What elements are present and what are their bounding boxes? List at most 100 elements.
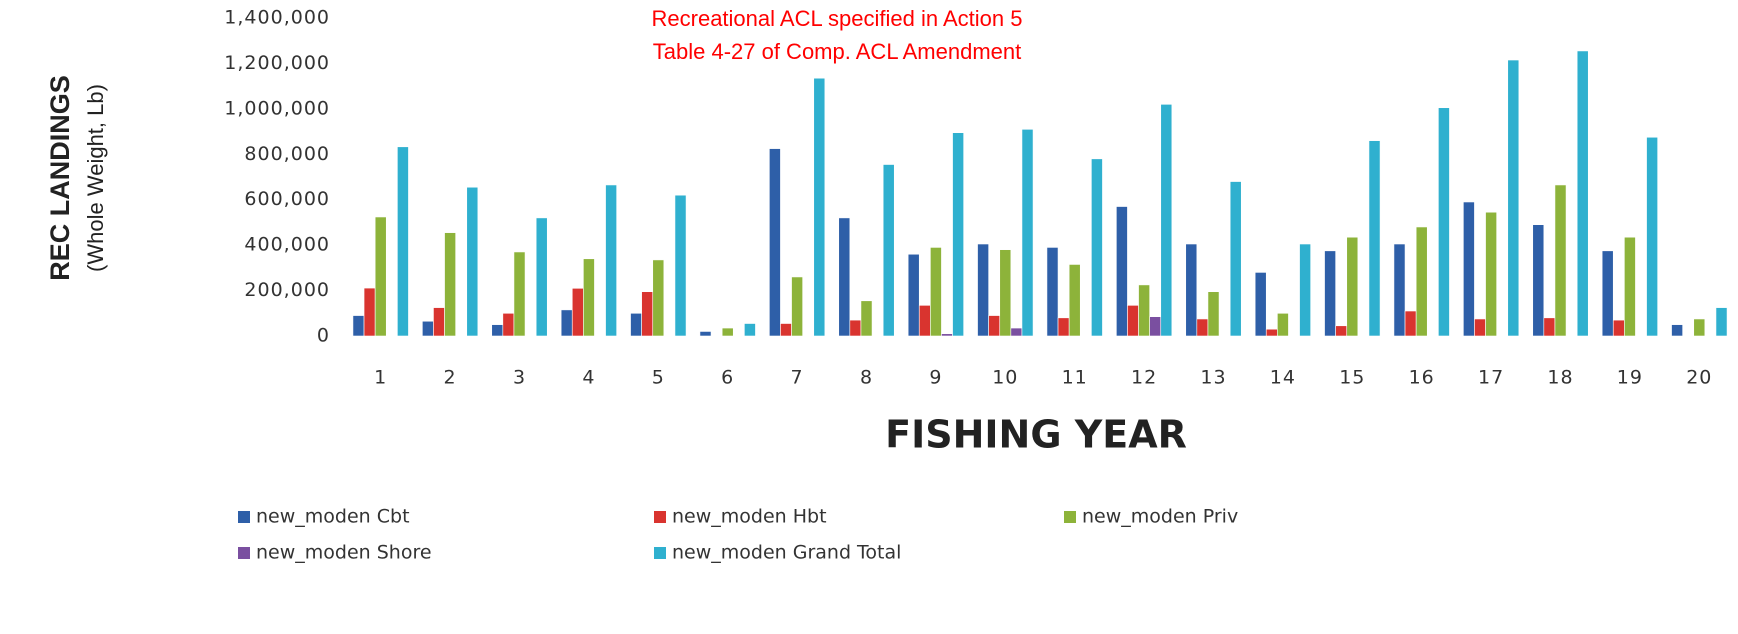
- bar: [1715, 307, 1728, 337]
- x-tick-label: 3: [513, 367, 526, 389]
- y-axis-title: REC LANDINGS: [45, 75, 75, 281]
- bar: [652, 259, 665, 337]
- bar: [699, 331, 712, 337]
- x-tick-label: 12: [1131, 367, 1157, 389]
- bar: [791, 276, 803, 337]
- bar: [1438, 107, 1450, 337]
- x-tick-label: 17: [1478, 367, 1504, 389]
- x-tick-label: 2: [444, 367, 457, 389]
- y-tick-label: 1,400,000: [224, 7, 330, 29]
- bar: [1368, 140, 1381, 337]
- annotation: Table 4-27 of Comp. ACL Amendment: [653, 39, 1022, 64]
- bar: [1554, 184, 1567, 337]
- bar: [1507, 59, 1520, 337]
- bar: [560, 309, 573, 337]
- x-tick-label: 20: [1686, 367, 1712, 389]
- legend-label: new_moden Grand Total: [672, 542, 901, 564]
- bar: [422, 320, 434, 337]
- bar: [1543, 317, 1556, 337]
- bar: [1415, 226, 1428, 337]
- bar: [1299, 243, 1311, 337]
- legend-label: new_moden Shore: [256, 542, 432, 564]
- bar: [1346, 236, 1359, 337]
- bar: [491, 324, 504, 337]
- bar: [1196, 318, 1209, 337]
- bar: [988, 315, 1001, 337]
- bar: [502, 312, 515, 337]
- bar: [780, 323, 792, 337]
- legend-label: new_moden Priv: [1082, 506, 1238, 528]
- annotation: Recreational ACL specified in Action 5: [652, 6, 1023, 31]
- legend-label: new_moden Cbt: [256, 506, 410, 528]
- bar: [1624, 236, 1636, 337]
- bar: [882, 164, 895, 337]
- bar: [466, 186, 479, 337]
- y-tick-label: 400,000: [244, 234, 330, 256]
- bar: [1265, 328, 1278, 337]
- bar: [1021, 129, 1034, 337]
- y-tick-label: 1,200,000: [224, 52, 330, 74]
- bar: [433, 307, 445, 337]
- bar: [1127, 305, 1139, 337]
- bar: [1646, 136, 1658, 337]
- bar: [1601, 250, 1614, 337]
- x-tick-label: 18: [1547, 367, 1573, 389]
- bar: [721, 327, 734, 337]
- bar: [1277, 312, 1289, 337]
- bar: [907, 253, 920, 337]
- y-axis-subtitle: (Whole Weight, Lb): [83, 84, 108, 272]
- y-tick-label: 600,000: [244, 188, 330, 210]
- bar: [838, 217, 851, 337]
- x-tick-label: 4: [582, 367, 595, 389]
- bar: [977, 243, 989, 337]
- bar: [1138, 284, 1150, 337]
- bar: [374, 216, 387, 337]
- bar: [1116, 206, 1128, 337]
- bar: [1532, 224, 1545, 337]
- y-tick-label: 0: [317, 325, 330, 347]
- bar: [397, 146, 409, 337]
- bar: [513, 251, 526, 337]
- legend-swatch: [238, 547, 250, 559]
- x-tick-label: 14: [1270, 367, 1296, 389]
- x-tick-label: 5: [652, 367, 665, 389]
- y-tick-label: 800,000: [244, 143, 330, 165]
- bar: [1091, 158, 1103, 337]
- bar: [1149, 316, 1162, 337]
- legend-swatch: [654, 547, 666, 559]
- bar: [352, 315, 365, 337]
- bar: [641, 291, 654, 337]
- x-tick-label: 16: [1409, 367, 1435, 389]
- bar: [1671, 324, 1683, 337]
- x-tick-label: 10: [992, 367, 1018, 389]
- bar: [744, 323, 756, 337]
- bar: [583, 258, 595, 337]
- legend-swatch: [654, 511, 666, 523]
- x-tick-label: 7: [791, 367, 804, 389]
- bar: [674, 194, 687, 337]
- x-tick-label: 11: [1062, 367, 1088, 389]
- x-tick-label: 1: [374, 367, 387, 389]
- legend-swatch: [238, 511, 250, 523]
- bar: [849, 319, 862, 337]
- bar: [630, 312, 642, 337]
- bar: [363, 287, 376, 337]
- bar: [444, 232, 456, 337]
- bar: [1207, 291, 1220, 337]
- bar: [999, 249, 1012, 337]
- bar: [1485, 211, 1497, 337]
- bar: [1010, 327, 1023, 337]
- x-axis-title: FISHING YEAR: [885, 413, 1187, 457]
- bar: [1393, 243, 1406, 337]
- bar: [1463, 201, 1475, 337]
- bar: [1474, 318, 1486, 337]
- bar: [535, 217, 548, 337]
- bar: [813, 77, 826, 337]
- y-tick-label: 200,000: [244, 279, 330, 301]
- y-tick-label: 1,000,000: [224, 97, 330, 119]
- legend-label: new_moden Hbt: [672, 506, 827, 528]
- bar: [1254, 272, 1267, 337]
- bar: [1693, 318, 1706, 337]
- x-tick-label: 15: [1339, 367, 1365, 389]
